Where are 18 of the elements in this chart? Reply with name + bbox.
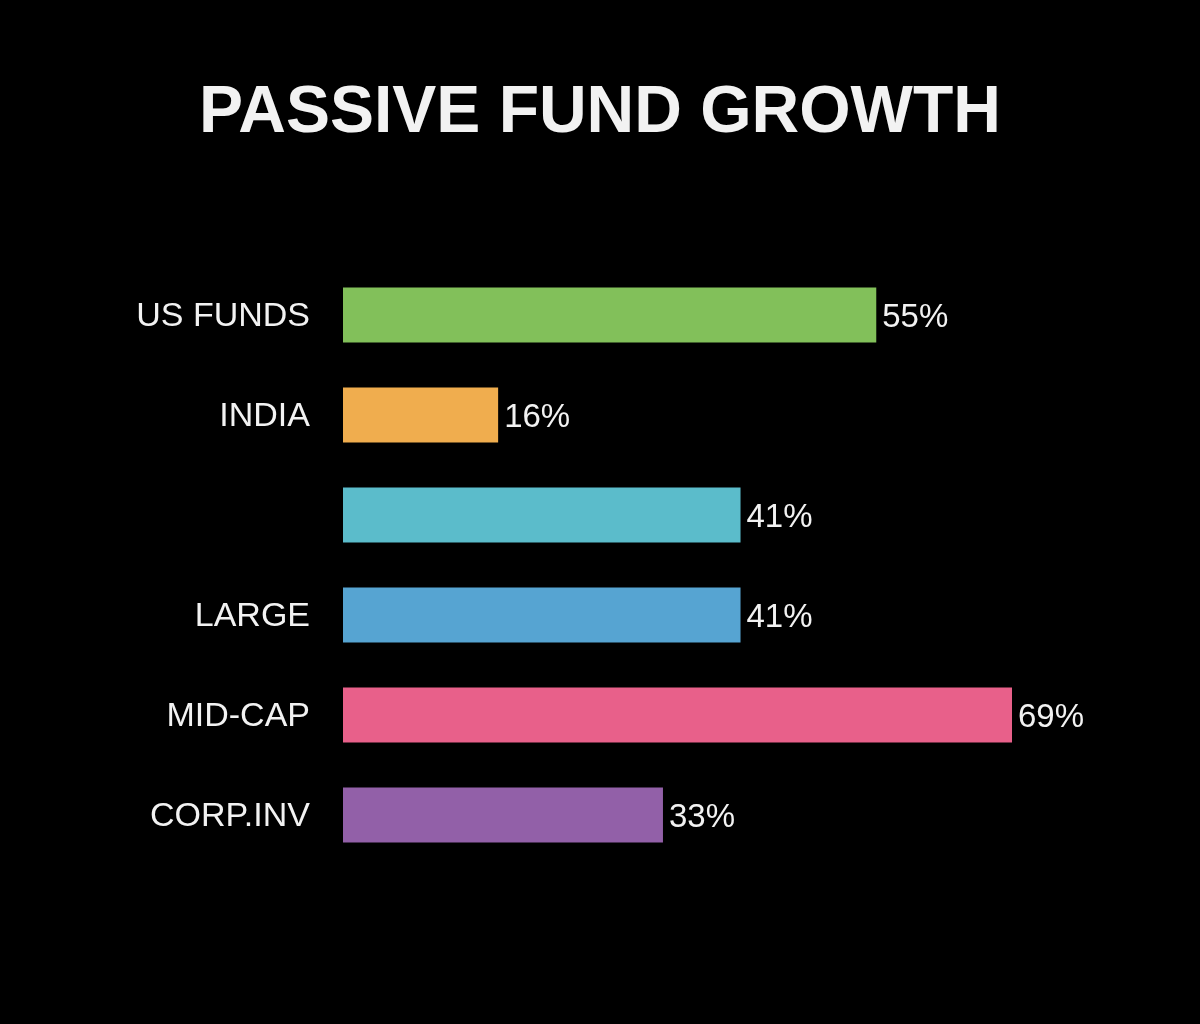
- data-label: 16%: [504, 396, 571, 434]
- data-label: 69%: [1018, 696, 1085, 734]
- data-label: 33%: [668, 796, 736, 834]
- bar: [343, 287, 877, 343]
- chart-title: PASSIVE FUND GROWTH: [199, 72, 1001, 146]
- bar: [343, 587, 741, 643]
- data-label: 55%: [882, 296, 949, 334]
- bar: [343, 487, 741, 543]
- data-label: 41%: [746, 596, 813, 634]
- data-label: 41%: [746, 496, 813, 534]
- y-tick-label: INDIA: [219, 394, 311, 433]
- y-tick-label: CORP.INV: [150, 794, 311, 833]
- bar: [343, 787, 663, 843]
- y-tick-label: MID-CAP: [166, 694, 310, 733]
- bar: [343, 387, 499, 443]
- y-tick-label: LARGE: [194, 594, 310, 633]
- bar: [343, 687, 1012, 743]
- y-tick-label: US FUNDS: [136, 294, 310, 333]
